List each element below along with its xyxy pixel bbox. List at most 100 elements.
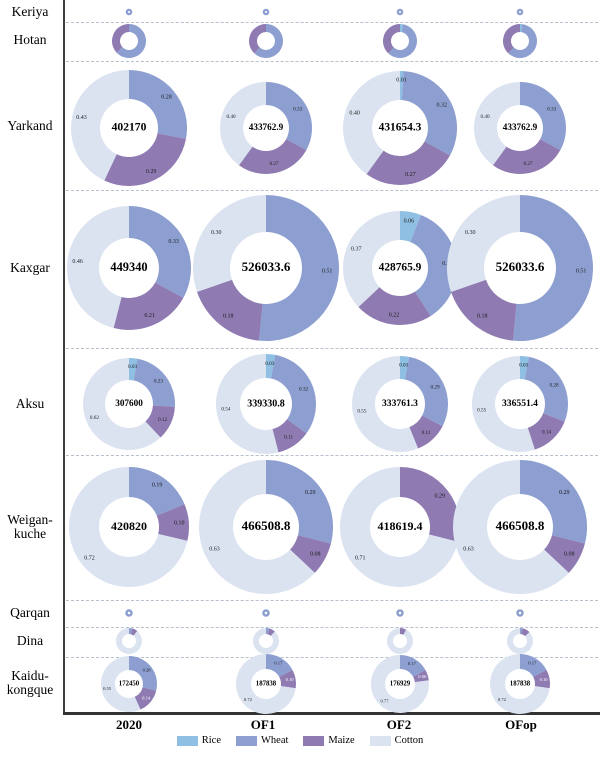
- donut-weigan-kuche-2020: 0.19 0.10 0.72 420820: [68, 467, 189, 588]
- donut-aksu-2020: 0.03 0.23 0.12 0.62 307600: [82, 358, 176, 451]
- slice-cotton: [198, 459, 315, 594]
- slice-cotton: [215, 354, 279, 455]
- tiny-ring: [262, 609, 270, 617]
- slice-maize: [113, 282, 184, 330]
- slice-share-label: 0.12: [158, 417, 167, 423]
- donut-aksu-ofop: 0.03 0.28 0.14 0.55 336551.4: [471, 356, 569, 452]
- col-label-ofop: OFop: [505, 717, 537, 732]
- slice-share-label: 0.18: [223, 313, 234, 319]
- donut-hotan-of2: [382, 23, 417, 58]
- donut-dina-of1: [253, 628, 280, 654]
- slice-rice: [129, 358, 138, 381]
- slice-wheat: [129, 656, 158, 691]
- slice-share-label: 0.27: [405, 172, 416, 178]
- slice-cotton: [82, 358, 161, 451]
- slice-wheat: [266, 82, 312, 151]
- slice-share-label: 0.11: [422, 430, 431, 436]
- slice-rice: [520, 23, 523, 33]
- legend-item-maize: Maize: [303, 735, 355, 746]
- donut-hotan-2020: [111, 24, 146, 58]
- slice-wheat: [129, 70, 187, 139]
- slice-wheat: [266, 460, 334, 544]
- slice-share-label: 0.54: [221, 406, 230, 412]
- slice-share-label: 0.29: [305, 490, 316, 496]
- slice-maize: [279, 669, 296, 689]
- slice-share-label: 0.72: [244, 697, 253, 702]
- donut-total-label: 339330.8: [247, 398, 285, 409]
- slice-share-label: 0.28: [161, 94, 172, 100]
- slice-maize: [521, 628, 530, 637]
- slice-share-label: 0.51: [576, 268, 587, 274]
- legend-label-wheat: Wheat: [261, 735, 289, 746]
- slice-maize: [197, 279, 263, 341]
- slice-maize: [413, 670, 429, 683]
- slice-share-label: 0.03: [265, 361, 274, 367]
- slice-share-label: 0.28: [549, 382, 558, 388]
- slice-share-label: 0.71: [355, 555, 366, 561]
- legend-item-wheat: Wheat: [236, 735, 288, 746]
- donut-total-label: 187838: [510, 681, 531, 688]
- slice-maize: [267, 628, 275, 636]
- slice-share-label: 0.63: [463, 547, 474, 553]
- y-axis-line: [63, 0, 65, 714]
- slice-wheat: [508, 24, 537, 58]
- slice-share-label: 0.77: [380, 699, 389, 704]
- slice-rice: [400, 356, 410, 380]
- slice-maize: [130, 628, 138, 636]
- slice-share-label: 0.37: [351, 246, 362, 252]
- donut-kaxgar-of1: 0.51 0.18 0.30 526033.6: [192, 195, 339, 341]
- legend: Rice Wheat Maize Cotton: [0, 735, 600, 746]
- slice-share-label: 0.17: [528, 660, 537, 665]
- donut-total-label: 466508.8: [242, 518, 291, 533]
- slice-wheat: [410, 215, 458, 317]
- slice-share-label: 0.29: [146, 169, 157, 175]
- slice-wheat: [404, 356, 449, 427]
- slice-wheat: [520, 82, 566, 151]
- slice-rice: [400, 23, 404, 33]
- slice-share-label: 0.32: [437, 102, 448, 108]
- slice-share-label: 0.32: [299, 386, 308, 392]
- slice-rice: [400, 70, 404, 101]
- slice-maize: [104, 133, 186, 187]
- slice-rice: [266, 354, 276, 379]
- slice-share-label: 0.27: [523, 161, 532, 167]
- donut-qarqan-ofop: [516, 609, 524, 617]
- row-separator: [66, 22, 598, 23]
- slice-share-label: 0.29: [430, 384, 439, 390]
- slice-wheat: [254, 24, 283, 58]
- slice-share-label: 0.46: [72, 259, 83, 265]
- slice-maize: [400, 628, 407, 635]
- donut-kaxgar-ofop: 0.51 0.18 0.30 526033.6: [446, 195, 593, 341]
- slice-share-label: 0.33: [293, 106, 302, 112]
- slice-rice: [520, 356, 529, 380]
- donut-yarkand-2020: 0.28 0.29 0.43 402170: [70, 70, 187, 187]
- col-label-of1: OF1: [250, 717, 276, 732]
- slice-share-label: 0.17: [408, 661, 417, 666]
- donut-dina-of2: [386, 628, 413, 654]
- slice-share-label: 0.21: [144, 313, 155, 319]
- wheat-swatch-icon: [236, 735, 257, 746]
- slice-share-label: 0.14: [542, 429, 551, 435]
- donut-matrix: 0.280.290.434021700.330.270.40433762.90.…: [67, 8, 593, 715]
- slice-maize: [366, 141, 450, 185]
- slice-wheat: [133, 358, 176, 407]
- slice-cotton: [507, 628, 534, 654]
- slice-maize: [502, 24, 520, 54]
- row-separator: [66, 190, 598, 191]
- row-label-kaxgar: Kaxgar: [10, 260, 50, 275]
- slice-share-label: 0.27: [269, 161, 278, 167]
- row-separator: [66, 657, 598, 658]
- slice-maize: [111, 24, 129, 53]
- donut-keriya-2020: [125, 8, 133, 16]
- donut-qarqan-of1: [262, 609, 270, 617]
- slice-rice: [400, 211, 421, 242]
- donut-kaidu-kongque-2020: 0.28 0.14 0.55 172450: [100, 656, 158, 712]
- slice-cotton: [235, 654, 296, 715]
- slice-share-label: 0.40: [480, 114, 489, 120]
- slice-maize: [400, 467, 460, 542]
- col-label-2020: 2020: [116, 717, 142, 732]
- slice-cotton: [452, 459, 569, 595]
- tiny-ring: [125, 8, 133, 16]
- slice-maize: [451, 279, 517, 341]
